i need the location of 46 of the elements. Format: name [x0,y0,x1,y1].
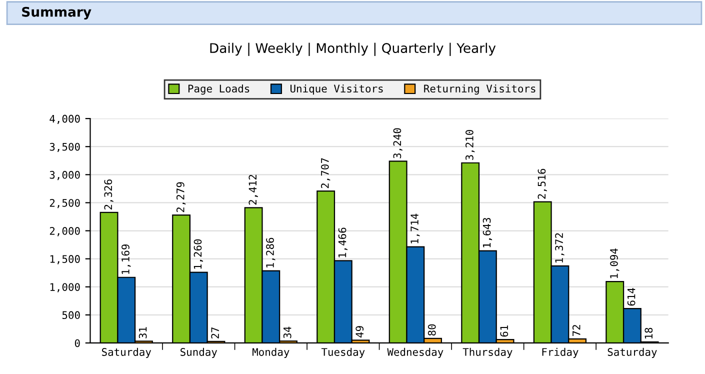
y-tick-label: 1,000 [50,283,80,292]
chart-title: Summary [22,6,92,20]
data-label: 34 [283,326,292,338]
data-label: 2,412 [248,174,258,205]
x-tick-label: Sunday [180,348,218,358]
y-tick-label: 1,500 [50,255,80,264]
y-tick-label: 2,500 [50,198,80,208]
data-label: 1,466 [338,228,348,258]
x-tick-label: Monday [252,348,290,358]
legend-label: Returning Visitors [424,84,536,95]
data-label: 72 [572,325,580,336]
chart-subtitle: Daily | Weekly | Monthly | Quarterly | Yearly [210,42,496,56]
x-tick-label: Wednesday [387,348,444,358]
y-tick-label: 3,500 [50,142,80,152]
data-label: 1,372 [555,233,564,262]
data-label: 1,260 [194,239,203,269]
x-tick-label: Saturday [608,348,657,358]
data-label: 1,094 [610,248,620,278]
x-tick-label: Tuesday [321,348,365,358]
legend-label: Page Loads [188,84,250,95]
y-tick-label: 500 [62,311,80,320]
data-label: 31 [138,327,147,338]
data-label: 80 [428,324,436,336]
data-label: 2,326 [104,180,114,210]
x-tick-label: Friday [542,348,578,358]
data-label: 614 [627,288,636,306]
data-label: 18 [644,328,653,338]
data-label: 49 [356,326,364,338]
data-label: 3,210 [466,130,475,160]
data-label: 61 [500,325,508,337]
data-label: 1,714 [410,214,420,244]
data-label: 1,643 [482,218,492,248]
data-label: 27 [211,327,219,338]
data-label: 3,240 [393,128,402,158]
legend-label: Unique Visitors [290,84,383,95]
x-tick-label: Thursday [462,348,512,358]
data-label: 1,286 [266,238,276,268]
data-label: 2,707 [320,158,330,188]
data-label: 1,169 [122,244,131,274]
data-label: 2,516 [538,168,547,199]
y-tick-label: 3,000 [50,170,80,180]
y-tick-label: 2,000 [50,227,80,236]
x-tick-label: Saturday [102,348,152,358]
y-tick-label: 4,000 [50,114,80,124]
y-tick-label: 0 [74,339,80,348]
data-label: 2,279 [176,182,186,212]
